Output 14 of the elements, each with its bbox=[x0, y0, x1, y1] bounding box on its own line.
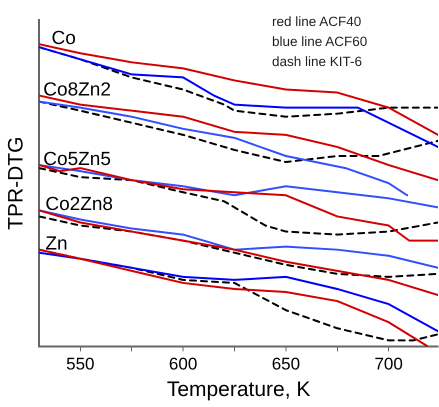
annotation: blue line ACF60 bbox=[272, 33, 368, 51]
annotation: dash line KIT-6 bbox=[272, 53, 364, 71]
annotation: Co bbox=[52, 28, 76, 49]
text: red line ACF40 bbox=[272, 13, 362, 31]
x-tick-label: 650 bbox=[272, 354, 300, 374]
x-tick-label: 700 bbox=[374, 354, 403, 374]
annotation: Co8Zn2 bbox=[43, 79, 111, 100]
annotation: Zn bbox=[45, 233, 68, 254]
x-tick-label: 550 bbox=[66, 354, 94, 374]
x-axis-title: Temperature, K bbox=[166, 378, 310, 402]
x-tick-label: 600 bbox=[168, 354, 198, 374]
annotation: Co5Zn5 bbox=[43, 148, 111, 170]
annotation: Co2Zn8 bbox=[45, 194, 113, 216]
y-axis-title: TPR-DTG bbox=[4, 136, 28, 230]
